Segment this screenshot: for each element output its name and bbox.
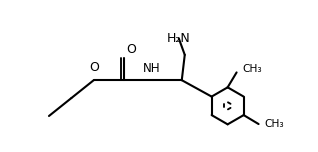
Text: NH: NH	[142, 62, 160, 75]
Text: O: O	[126, 43, 136, 56]
Text: CH₃: CH₃	[243, 64, 262, 74]
Text: CH₃: CH₃	[265, 119, 284, 129]
Text: H₂N: H₂N	[167, 32, 191, 45]
Text: O: O	[90, 61, 100, 74]
